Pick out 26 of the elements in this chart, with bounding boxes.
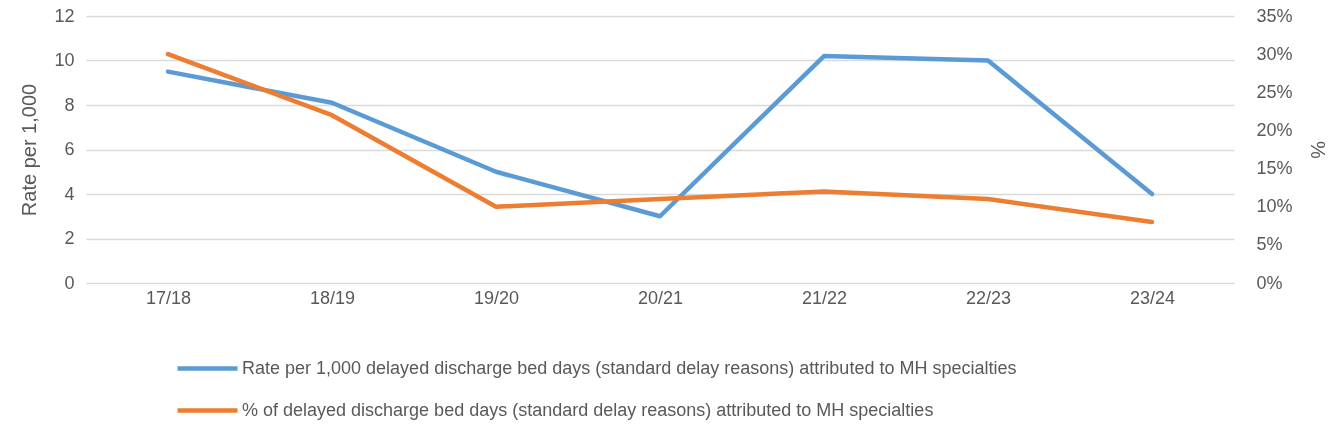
y2-tick-label: 10% [1256,196,1293,217]
x-tick-label: 21/22 [801,287,848,308]
y-tick-label: 4 [64,183,75,204]
y2-tick-label: 30% [1256,43,1293,64]
legend-label: Rate per 1,000 delayed discharge bed days (standard delay reasons) attributed to MH specialties [242,357,1017,378]
y-tick-label: 2 [64,228,75,248]
y-tick-label: 10 [54,50,75,70]
x-tick-label: 18/19 [309,287,356,308]
x-tick-label: 22/23 [965,287,1012,308]
y2-tick-label: 20% [1256,119,1293,140]
legend-label: % of delayed discharge bed days (standard delay reasons) attributed to MH specialties [242,399,934,420]
x-tick-label: 20/21 [637,287,684,308]
y2-tick-label: 35% [1256,5,1293,26]
x-tick-label: 19/20 [473,287,520,308]
y-tick-label: 0 [64,272,75,293]
y2-tick-label: 25% [1256,81,1293,102]
y2-tick-label: 15% [1256,158,1293,179]
y-tick-label: 12 [54,5,75,26]
y-tick-label: 6 [64,139,75,159]
y-axis-title: Rate per 1,000 [18,83,41,217]
y2-tick-label: 0% [1256,272,1283,293]
x-tick-label: 23/24 [1129,287,1176,308]
y2-tick-label: 5% [1256,234,1283,255]
x-tick-label: 17/18 [145,287,192,308]
y2-axis-title: % [1306,141,1328,160]
y-tick-label: 8 [64,94,75,115]
